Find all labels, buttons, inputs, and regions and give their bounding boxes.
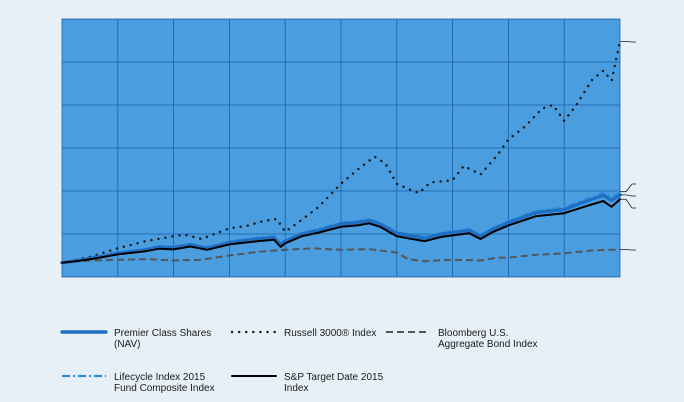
end-label-leader [620,198,636,209]
legend-label-4: S&P Target Date 2015 Index [284,372,384,394]
series-line-4 [61,198,621,264]
plot-border [61,18,621,278]
end-label-leader [620,183,636,193]
end-label-leader [620,194,636,197]
legend-label-0: Premier Class Shares (NAV) [114,328,211,350]
legend-label-3: Lifecycle Index 2015 Fund Composite Index [114,372,215,394]
series-line-2 [61,247,621,264]
series-line-0 [60,193,622,265]
legend-label-2: Bloomberg U.S. Aggregate Bond Index [438,328,538,350]
end-label-leader [620,40,636,43]
legend-label-1: Russell 3000® Index [284,328,376,339]
